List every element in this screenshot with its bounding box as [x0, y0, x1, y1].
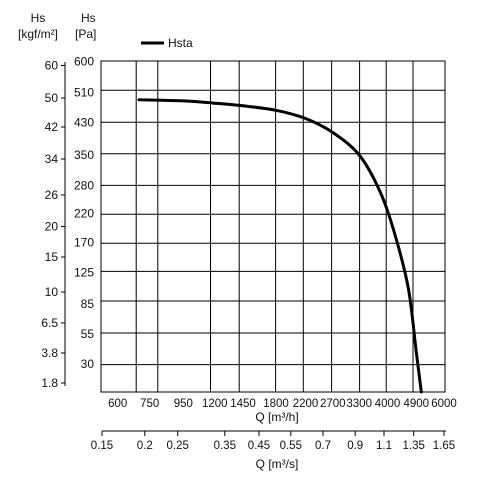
inner-axis-tick-label: 220: [74, 207, 94, 221]
x-axis-m3s-tick-label: 1.35: [403, 440, 425, 452]
x-axis-m3h-tick-label: 2200: [293, 398, 319, 410]
left-axis-ticks: 60 50 42 34 26 20 15 10 6.5 3.8 1.8: [41, 59, 66, 390]
left-axis-tick-label: 6.5: [41, 316, 58, 330]
left-axis-tick-label: 60: [45, 59, 59, 73]
x-axis-m3s-tick-label: 0.7: [315, 440, 331, 452]
x-axis-m3h-tick-label: 600: [108, 398, 127, 410]
x-axis-m3s-tick-label: 0.9: [347, 440, 363, 452]
inner-axis-tick-label: 55: [81, 327, 95, 341]
series-line-hsta: [137, 98, 423, 394]
vertical-gridlines: [135, 61, 414, 392]
x-axis-m3s-tick-label: 0.25: [167, 440, 189, 452]
legend-label: Hsta: [168, 36, 193, 50]
inner-axis-title-line1: Hs: [81, 11, 96, 25]
left-axis-tick-label: 3.8: [41, 346, 58, 360]
x-axis-m3h-tick-label: 2700: [320, 398, 346, 410]
plot-frame: [100, 60, 446, 393]
left-axis-title-line1: Hs: [31, 11, 46, 25]
left-axis-tick-label: 50: [45, 91, 59, 105]
x-axis-m3s-tick-label: 0.15: [91, 440, 113, 452]
left-axis-tick-label: 10: [45, 285, 59, 299]
x-axis-m3s-ticks: 0.15 0.2 0.25 0.35 0.45 0.55 0.7 0.9 1.1 1.35 1.65: [91, 431, 455, 452]
inner-axis-tick-label: 430: [74, 115, 94, 129]
inner-axis-tick-label: 170: [74, 236, 94, 250]
inner-axis-tick-label: 125: [74, 265, 94, 279]
inner-axis-tick-label: 600: [74, 54, 94, 68]
inner-axis-tick-label: 280: [74, 179, 94, 193]
left-axis-tick-label: 15: [45, 250, 59, 264]
inner-axis-tick-label: 350: [74, 148, 94, 162]
left-axis-tick-label: 34: [45, 152, 59, 166]
x-axis-m3s-tick-label: 1.1: [376, 440, 392, 452]
left-axis-title-line2: [kgf/m²]: [18, 27, 58, 41]
inner-axis-title-line2: [Pa]: [75, 27, 96, 41]
x-axis-m3h-tick-label: 4900: [404, 398, 430, 410]
x-axis-m3s-title: Q [m³/s]: [256, 457, 299, 471]
x-axis-m3h-tick-label: 3300: [346, 398, 372, 410]
x-axis-m3s-tick-label: 0.2: [137, 440, 153, 452]
inner-axis-tick-label: 30: [81, 357, 95, 371]
x-axis-m3h-title: Q [m³/h]: [255, 410, 298, 424]
inner-axis-tick-label: 85: [81, 297, 95, 311]
series-layer: [137, 98, 423, 394]
inner-axis-ticks: 600 510 430 350 280 220 170 125 85 55 30: [74, 54, 94, 371]
x-axis-m3s-tick-label: 1.65: [433, 440, 455, 452]
x-axis-m3h-tick-label: 1800: [263, 398, 289, 410]
x-axis-m3s-tick-label: 0.45: [248, 440, 270, 452]
x-axis-m3h-tick-label: 1450: [230, 398, 256, 410]
left-axis-tick-label: 26: [45, 188, 59, 202]
x-axis-m3h-ticks: 600 750 950 1200 1450 1800 2200 2700 3300 4000 490…: [108, 398, 457, 410]
left-axis-tick-label: 42: [45, 120, 59, 134]
x-axis-m3h-tick-label: 6000: [431, 398, 457, 410]
x-axis-m3h-tick-label: 1200: [202, 398, 228, 410]
x-axis-m3h-tick-label: 750: [140, 398, 159, 410]
x-axis-m3h-tick-label: 950: [174, 398, 193, 410]
x-axis-m3s-tick-label: 0.55: [280, 440, 302, 452]
left-axis-tick-label: 20: [45, 220, 59, 234]
x-axis-m3h-tick-label: 4000: [375, 398, 401, 410]
left-axis-tick-label: 1.8: [41, 376, 58, 390]
inner-axis-tick-label: 510: [74, 85, 94, 99]
horizontal-gridlines: [101, 89, 445, 366]
x-axis-m3s-tick-label: 0.35: [214, 440, 236, 452]
